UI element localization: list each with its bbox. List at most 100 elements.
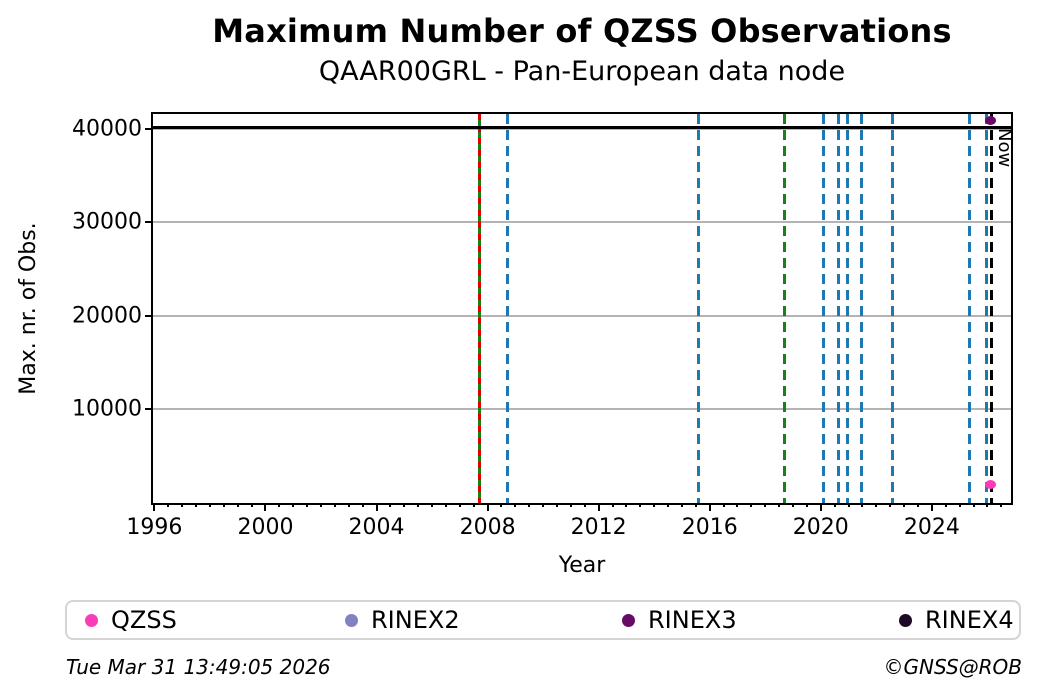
x-tick-minor (431, 503, 434, 507)
credit-label: ©GNSS@ROB (883, 655, 1023, 679)
x-tick-minor (833, 503, 836, 507)
y-tick-label: 40000 (72, 116, 142, 142)
x-tick-minor (986, 503, 989, 507)
legend-item-rinex4: RINEX4 (899, 602, 1014, 638)
x-tick-minor (680, 503, 683, 507)
legend-label: QZSS (111, 606, 177, 634)
legend-dot-qzss (85, 613, 98, 627)
x-tick-minor (958, 503, 961, 507)
x-tick-minor (944, 503, 947, 507)
x-tick-minor (792, 503, 795, 507)
x-tick-minor (583, 503, 586, 507)
legend-dot-rinex2 (345, 613, 358, 627)
event-line (967, 114, 971, 503)
x-tick-label: 2012 (570, 515, 627, 540)
chart-subtitle: QAAR00GRL - Pan-European data node (318, 56, 846, 87)
x-tick-minor (292, 503, 295, 507)
event-line (891, 114, 895, 503)
now-line (990, 114, 994, 503)
x-tick-label: 2000 (237, 515, 294, 540)
y-tick (145, 127, 151, 130)
x-tick-minor (222, 503, 225, 507)
legend-dot-rinex4 (899, 613, 912, 627)
x-tick-minor (1000, 503, 1003, 507)
plot-area: Now 1996 2000 2004 2008 2012 2016 2020 2024 10000… (72, 112, 1015, 540)
event-line (984, 114, 988, 503)
chart-title: Maximum Number of QZSS Observations (212, 12, 952, 50)
x-tick-minor (805, 503, 808, 507)
gridline (153, 221, 1011, 224)
x-tick-minor (306, 503, 309, 507)
legend-item-qzss: QZSS (85, 602, 177, 638)
x-tick-minor (361, 503, 364, 507)
x-tick-minor (472, 503, 475, 507)
x-tick-minor (764, 503, 767, 507)
event-line (859, 114, 863, 503)
x-tick-minor (847, 503, 850, 507)
x-tick-minor (556, 503, 558, 507)
x-tick-minor (722, 503, 725, 507)
x-axis-label: Year (558, 553, 606, 578)
event-line (837, 114, 841, 503)
y-tick-label: 20000 (72, 303, 142, 329)
x-tick-minor (778, 503, 781, 507)
legend-item-rinex2: RINEX2 (345, 602, 460, 638)
x-tick-minor (667, 503, 670, 507)
x-tick-label: 2020 (792, 515, 849, 540)
x-tick-major (375, 503, 378, 511)
x-tick-label: 2024 (903, 515, 960, 540)
x-tick-major (597, 503, 600, 511)
legend-label: RINEX3 (648, 606, 737, 634)
x-tick-major (819, 503, 822, 511)
x-tick-minor (347, 503, 350, 507)
x-tick-minor (458, 503, 461, 507)
x-tick-minor (500, 503, 503, 507)
x-tick-minor (403, 503, 406, 507)
x-tick-major (708, 503, 711, 511)
y-tick (145, 314, 151, 317)
event-line (845, 114, 849, 503)
x-tick-minor (319, 503, 322, 507)
gridline (153, 314, 1011, 317)
x-tick-label: 2016 (681, 515, 738, 540)
legend-item-rinex3: RINEX3 (622, 602, 737, 638)
x-tick-minor (167, 503, 170, 507)
x-tick-minor (514, 503, 517, 507)
now-label: Now (993, 128, 1015, 168)
y-tick-label: 30000 (72, 209, 142, 235)
x-tick-minor (889, 503, 892, 507)
x-tick-major (264, 503, 267, 511)
x-tick-major (153, 503, 156, 511)
x-tick-minor (389, 503, 392, 507)
event-line (505, 114, 509, 503)
x-tick-minor (569, 503, 572, 507)
x-tick-minor (750, 503, 753, 507)
gridline (153, 127, 1011, 130)
x-tick-minor (236, 503, 239, 507)
x-tick-minor (333, 503, 336, 507)
x-tick-major (930, 503, 933, 511)
x-tick-minor (875, 503, 878, 507)
x-tick-minor (861, 503, 864, 507)
x-tick-label: 2004 (348, 515, 405, 540)
x-tick-label: 2008 (459, 515, 516, 540)
legend: QZSS RINEX2 RINEX3 RINEX4 (65, 600, 1021, 640)
plot-timestamp: Tue Mar 31 13:49:05 2026 (66, 655, 331, 679)
gridline (153, 408, 1011, 411)
y-axis-label: Max. nr. of Obs. (16, 222, 41, 395)
x-tick-minor (639, 503, 642, 507)
x-tick-minor (542, 503, 545, 507)
x-tick-minor (611, 503, 614, 507)
x-tick-minor (694, 503, 697, 507)
x-tick-minor (653, 503, 656, 507)
x-tick-minor (195, 503, 198, 507)
x-tick-label: 1996 (126, 515, 183, 540)
x-tick-minor (903, 503, 906, 507)
x-tick-minor (528, 503, 531, 507)
y-tick (145, 408, 151, 411)
x-tick-minor (417, 503, 420, 507)
data-point-qzss (984, 479, 996, 489)
x-tick-minor (278, 503, 281, 507)
max-obs-line (153, 125, 1011, 129)
